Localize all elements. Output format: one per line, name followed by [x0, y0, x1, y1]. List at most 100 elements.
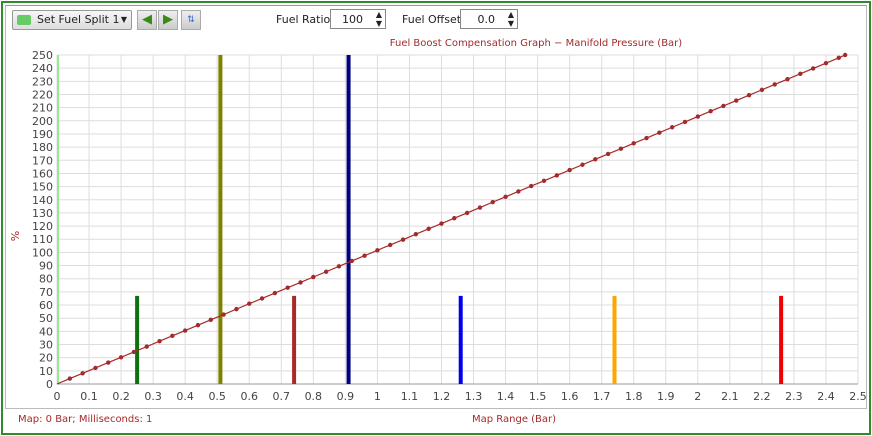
status-led-icon [17, 15, 31, 25]
data-point [400, 237, 406, 242]
data-point [708, 108, 713, 114]
fuel-offset-label: Fuel Offset [402, 13, 462, 26]
data-point [746, 92, 752, 98]
x-tick-label: 1.1 [401, 390, 419, 403]
data-point [541, 178, 547, 184]
y-tick-label: 50 [39, 312, 53, 325]
series-line [56, 54, 846, 385]
data-point [234, 306, 239, 312]
data-point [567, 167, 572, 173]
x-tick-label: 1.3 [465, 390, 483, 403]
data-point [426, 226, 431, 232]
data-point [170, 333, 175, 339]
x-tick-label: 0.3 [144, 390, 162, 403]
data-point [836, 55, 841, 60]
data-point [695, 114, 700, 119]
fuel-offset-value: 0.0 [477, 13, 496, 26]
toolbar: Set Fuel Split 1 ▼ ◀ ▶ ⇅ Fuel Ratio 100 ▲… [6, 8, 864, 34]
data-point [323, 269, 329, 274]
x-tick-label: 1.6 [561, 390, 579, 403]
y-tick-label: 120 [32, 220, 53, 233]
data-point [516, 189, 521, 194]
x-tick-label: 2.5 [849, 390, 867, 403]
forward-arrow-icon[interactable]: ▶ [158, 10, 178, 30]
y-axis-label: % [9, 231, 22, 241]
y-tick-label: 80 [39, 273, 53, 286]
back-arrow-icon[interactable]: ◀ [137, 10, 157, 30]
y-tick-label: 250 [32, 49, 53, 62]
data-point [285, 285, 290, 290]
spinner-icon[interactable]: ▲ ▼ [507, 10, 514, 28]
x-tick-label: 0.7 [273, 390, 291, 403]
data-point [580, 162, 585, 167]
x-tick-label: 2.4 [817, 390, 835, 403]
x-tick-label: 2.1 [721, 390, 739, 403]
x-tick-label: 0.1 [80, 390, 98, 403]
data-point [842, 52, 848, 58]
data-point [298, 280, 303, 285]
data-point [413, 232, 419, 237]
data-point [823, 60, 829, 66]
y-tick-label: 210 [32, 102, 53, 115]
fuel-ratio-input[interactable]: 100 ▲ ▼ [330, 9, 386, 29]
data-point [118, 355, 124, 360]
data-point [669, 125, 675, 130]
y-tick-label: 110 [32, 233, 53, 246]
chart-panel [5, 5, 867, 409]
swap-icon[interactable]: ⇅ [181, 10, 201, 30]
y-tick-label: 0 [46, 378, 53, 391]
data-point [221, 312, 226, 317]
fuel-split-dropdown[interactable]: Set Fuel Split 1 ▼ [12, 10, 132, 30]
x-axis-label: Map Range (Bar) [472, 414, 557, 425]
y-tick-label: 100 [32, 246, 53, 259]
data-point [182, 328, 188, 333]
y-tick-label: 160 [32, 167, 53, 180]
data-point [657, 130, 662, 135]
data-point [93, 365, 98, 371]
data-point [272, 290, 278, 296]
data-point [618, 146, 624, 151]
y-tick-label: 30 [39, 339, 53, 352]
data-point [311, 274, 316, 280]
y-tick-label: 20 [39, 352, 53, 365]
data-point [464, 210, 470, 216]
fuel-offset-input[interactable]: 0.0 ▲ ▼ [460, 9, 518, 29]
fuel-ratio-label: Fuel Ratio [276, 13, 331, 26]
data-point [349, 258, 354, 264]
y-tick-label: 230 [32, 75, 53, 88]
data-point [362, 253, 367, 258]
data-point [785, 77, 790, 82]
y-tick-label: 180 [32, 141, 53, 154]
x-tick-label: 0 [54, 390, 61, 403]
data-point [336, 264, 342, 269]
data-point [503, 194, 508, 200]
data-point [554, 173, 560, 178]
data-point [682, 119, 688, 125]
y-tick-label: 90 [39, 260, 53, 273]
fuel-ratio-value: 100 [342, 13, 363, 26]
x-tick-label: 2 [694, 390, 701, 403]
y-tick-label: 10 [39, 365, 53, 378]
y-tick-label: 170 [32, 154, 53, 167]
data-point [528, 183, 534, 189]
spinner-icon[interactable]: ▲ ▼ [375, 10, 382, 28]
status-text: Map: 0 Bar; Milliseconds: 1 [18, 414, 153, 425]
y-tick-label: 70 [39, 286, 53, 299]
data-point [593, 157, 598, 162]
data-point [644, 135, 649, 141]
y-tick-label: 220 [32, 88, 53, 101]
data-point [388, 242, 393, 248]
x-tick-label: 1 [374, 390, 381, 403]
x-tick-label: 1.5 [529, 390, 547, 403]
y-tick-label: 150 [32, 181, 53, 194]
data-point [375, 248, 380, 253]
x-tick-label: 1.2 [433, 390, 451, 403]
x-tick-label: 0.5 [208, 390, 226, 403]
data-point [131, 349, 137, 355]
x-tick-label: 1.8 [625, 390, 643, 403]
x-tick-label: 0.2 [112, 390, 130, 403]
x-tick-label: 2.3 [785, 390, 803, 403]
chart-title: Fuel Boost Compensation Graph − Manifold… [389, 38, 683, 49]
data-point [208, 317, 213, 322]
